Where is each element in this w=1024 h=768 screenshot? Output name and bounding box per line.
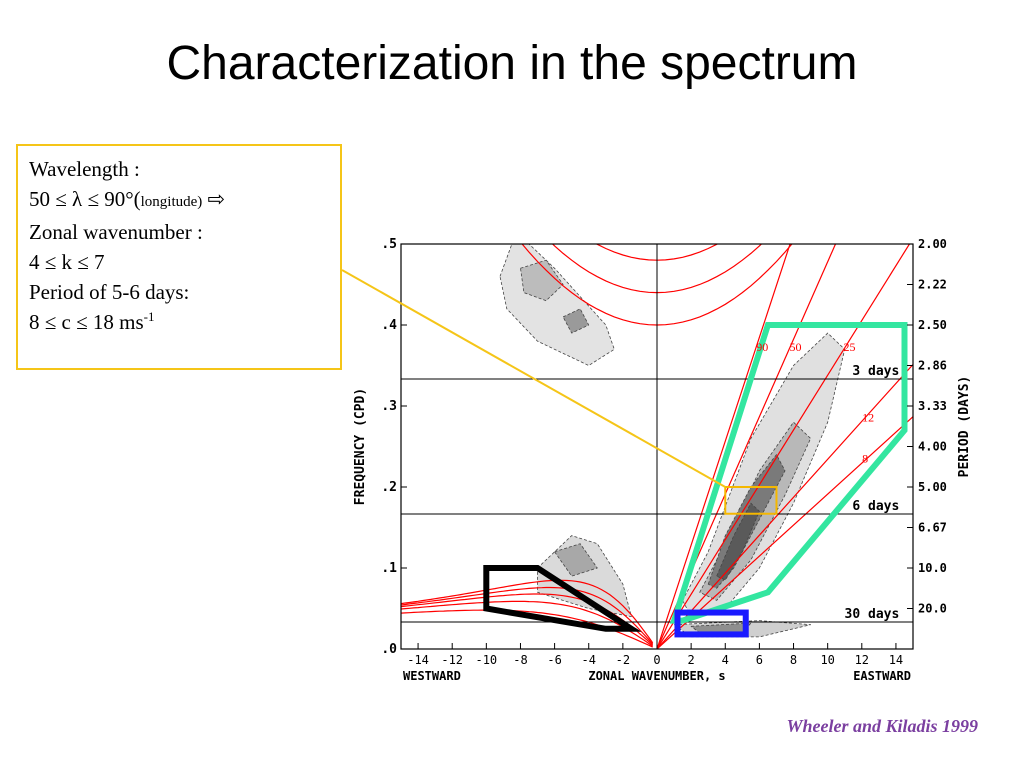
right-arrow-icon: ⇨ [207, 187, 226, 211]
y-tick-label: .0 [381, 642, 397, 657]
citation: Wheeler and Kiladis 1999 [786, 716, 978, 736]
y-tick-label: .2 [381, 480, 397, 495]
kelvin-line-90 [656, 244, 791, 649]
contour-blob-8 [716, 502, 760, 581]
rossby-curve-1 [401, 600, 654, 647]
kelvin-wave-region [670, 322, 908, 624]
period-tick-label: 6.67 [918, 521, 947, 535]
mjo-region [674, 609, 749, 638]
x-tick-label: -10 [475, 653, 497, 667]
y-axis-label: FREQUENCY (CPD) [353, 388, 368, 505]
depth-label-8: 8 [862, 452, 868, 466]
rossby-wave-region [483, 565, 642, 632]
phase-speed-range: 8 ≤ c ≤ 18 ms-1 [29, 307, 340, 337]
rossby-curve-3 [401, 586, 654, 645]
ig-curve-2 [595, 244, 719, 261]
phase-speed-text: 8 ≤ c ≤ 18 ms [29, 310, 144, 334]
region-annotations [483, 322, 908, 638]
kelvin-line-25 [656, 244, 910, 649]
x-tick-label: 10 [820, 653, 834, 667]
depth-label-90: 90 [756, 340, 768, 354]
x-tick-label: -2 [616, 653, 630, 667]
y-tick-label: .1 [381, 561, 397, 576]
depth-label-25: 25 [844, 340, 856, 354]
eastward-label: EASTWARD [853, 669, 911, 683]
wavenumber-label: Zonal wavenumber : [29, 220, 203, 244]
x-tick-label: 8 [790, 653, 797, 667]
power-contours [499, 244, 846, 638]
wavelength-range-text: 50 ≤ λ ≤ 90°( [29, 187, 141, 211]
period-tick-label: 20.0 [918, 602, 947, 616]
slide-title: Characterization in the spectrum [166, 37, 858, 90]
y-tick-label: .5 [381, 237, 397, 252]
ref-label-30-days: 30 days [845, 607, 900, 622]
period-tick-label: 2.50 [918, 318, 947, 332]
x-tick-label: 12 [855, 653, 869, 667]
wavenumber-range: 4 ≤ k ≤ 7 [29, 250, 105, 274]
x-tick-label: 2 [688, 653, 695, 667]
period-label: Period of 5-6 days: [29, 280, 190, 304]
period-tick-label: 2.22 [918, 278, 947, 292]
period-tick-label: 2.00 [918, 237, 947, 251]
period-tick-label: 4.00 [918, 440, 947, 454]
depth-label-12: 12 [862, 410, 874, 424]
period-tick-label: 2.86 [918, 359, 947, 373]
period-tick-label: 10.0 [918, 561, 947, 575]
y-axis-right-label: PERIOD (DAYS) [957, 376, 972, 478]
axis-ticks: -14 -12 -10 -8 -6 -4 -2 0 2 4 6 8 10 12 14 .0 .1 .2 .3 .4 .5… [381, 237, 947, 667]
ig-curve-4 [401, 0, 913, 195]
x-tick-label: -8 [513, 653, 527, 667]
x-tick-label: 6 [756, 653, 763, 667]
longitude-unit: longitude) [140, 194, 203, 210]
x-tick-label: -14 [407, 653, 429, 667]
x-tick-label: 0 [653, 653, 660, 667]
x-tick-label: 14 [889, 653, 903, 667]
y-tick-label: .3 [381, 399, 397, 414]
info-box: Wavelength : 50 ≤ λ ≤ 90°(longitude) ⇨ Z… [16, 144, 342, 370]
kelvin-line-12 [656, 364, 913, 649]
y-tick-label: .4 [381, 318, 397, 333]
connector-line [341, 269, 726, 488]
period-tick-label: 3.33 [918, 399, 947, 413]
period-tick-label: 5.00 [918, 480, 947, 494]
ref-label-3-days: 3 days [852, 364, 899, 379]
phase-speed-exponent: -1 [143, 309, 155, 324]
x-tick-label: 4 [722, 653, 729, 667]
ig-curve-3 [401, 0, 913, 228]
rossby-curve-4 [401, 579, 654, 644]
wavelength-range: 50 ≤ λ ≤ 90°(longitude) ⇨ [29, 184, 340, 217]
depth-label-50: 50 [789, 340, 801, 354]
contour-blob-1 [520, 259, 564, 302]
ref-label-6-days: 6 days [852, 499, 899, 514]
highlight-box [724, 486, 778, 515]
contour-blob-4 [554, 543, 598, 577]
contour-blob-2 [562, 308, 590, 334]
westward-label: WESTWARD [403, 669, 461, 683]
wavelength-label: Wavelength : [29, 157, 140, 181]
x-tick-label: -6 [547, 653, 561, 667]
x-tick-label: -12 [441, 653, 463, 667]
x-axis-label: ZONAL WAVENUMBER, s [588, 669, 725, 683]
axis-labels: 90 50 25 12 8 ZONAL WAVENUMBER, s WESTWARD EAST… [353, 340, 972, 683]
reference-lines: 3 days 6 days 30 days [401, 364, 913, 623]
x-tick-label: -4 [582, 653, 596, 667]
